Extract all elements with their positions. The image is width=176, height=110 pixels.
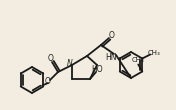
Text: O: O [48,54,54,63]
Text: O: O [109,31,115,40]
Text: CH₃: CH₃ [132,58,145,63]
Text: O: O [45,78,51,86]
Text: N: N [67,60,73,69]
Text: HO: HO [91,64,103,73]
Text: CH₃: CH₃ [148,50,161,57]
Text: HN: HN [105,52,117,61]
